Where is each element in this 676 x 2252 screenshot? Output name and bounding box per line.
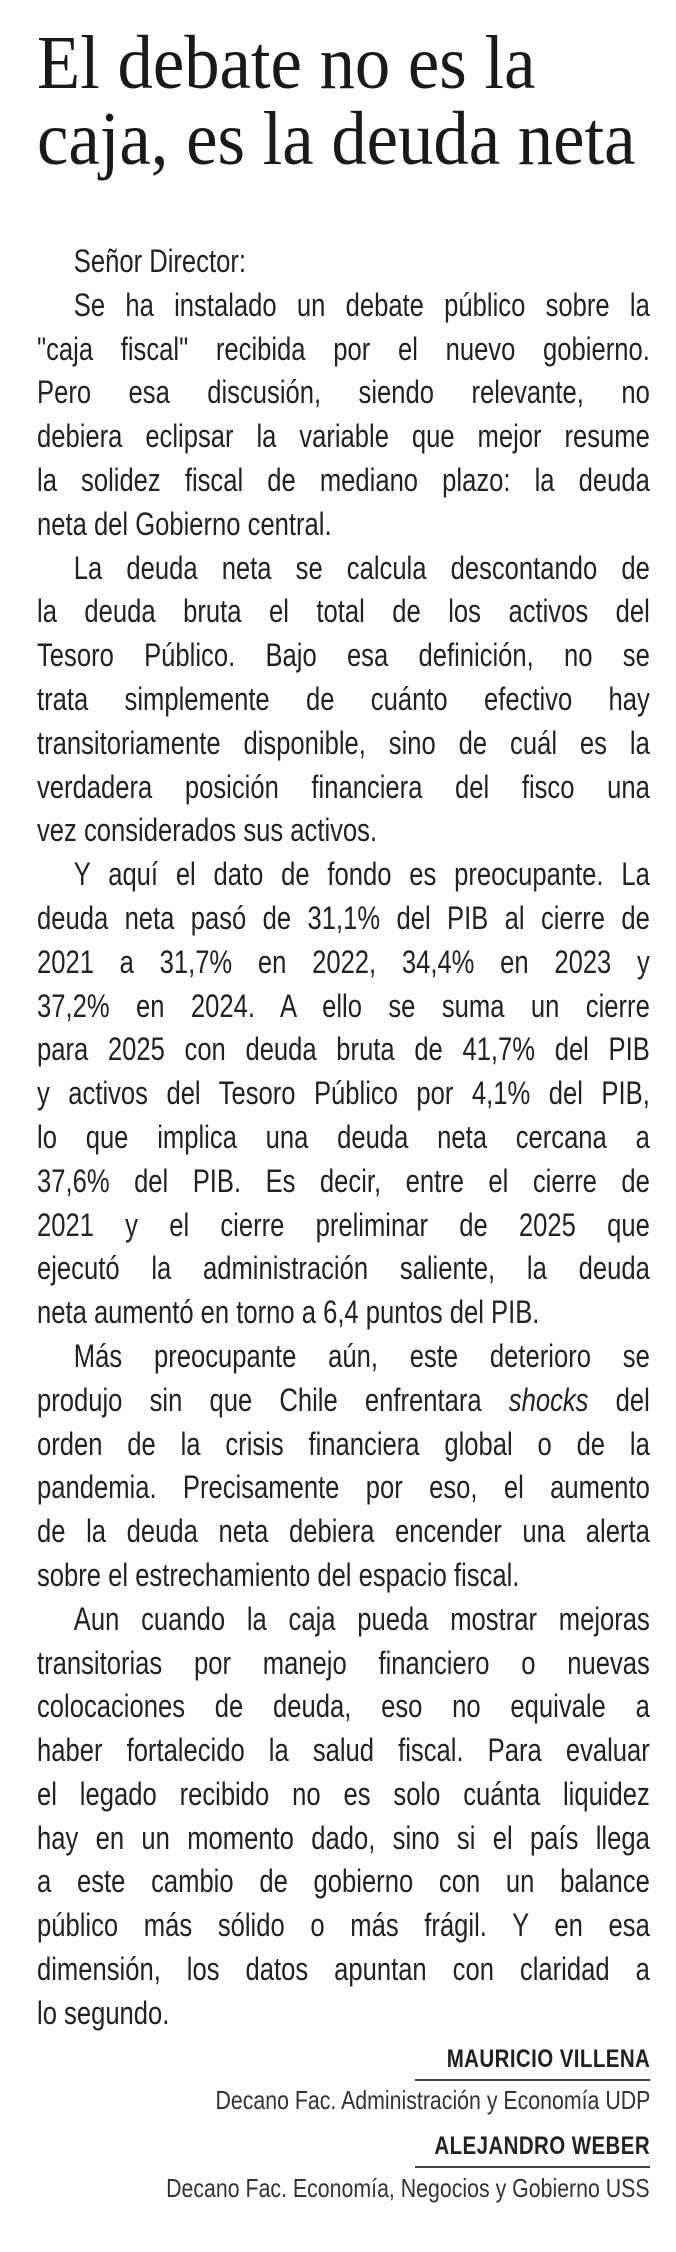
text-segment: lo segundo. — [37, 1994, 170, 2031]
italic-text: shocks — [508, 1381, 589, 1418]
text-segment: a este cambio de gobierno con un balance — [37, 1863, 650, 1900]
paragraph-line: neta aumentó en torno a 6,4 puntos del P… — [37, 1291, 650, 1335]
paragraph-line: a este cambio de gobierno con un balance — [37, 1860, 650, 1904]
text-segment: vez considerados sus activos. — [37, 812, 378, 849]
text-segment: neta aumentó en torno a 6,4 puntos del P… — [37, 1294, 540, 1331]
paragraph-line: y activos del Tesoro Público por 4,1% de… — [37, 1072, 650, 1116]
text-segment: ejecutó la administración saliente, la d… — [37, 1250, 650, 1287]
signature-name: ALEJANDRO WEBER — [434, 2132, 650, 2160]
paragraph-line: transitorias por manejo financiero o nue… — [37, 1642, 650, 1686]
paragraph-line: verdadera posición financiera del fisco … — [37, 766, 650, 810]
text-segment: del — [588, 1381, 650, 1418]
text-segment: sobre el estrechamiento del espacio fisc… — [37, 1556, 520, 1593]
text-segment: Más preocupante aún, este deterioro se — [73, 1337, 650, 1374]
paragraph-line: transitoriamente disponible, sino de cuá… — [37, 722, 650, 766]
signature-divider — [415, 2166, 650, 2168]
text-segment: lo que implica una deuda neta cercana a — [37, 1118, 650, 1155]
paragraph-line: Más preocupante aún, este deterioro se — [37, 1335, 650, 1379]
paragraph-line: deuda neta pasó de 31,1% del PIB al cier… — [37, 897, 650, 941]
paragraph-line: Y aquí el dato de fondo es preocupante. … — [37, 853, 650, 897]
text-segment: de la deuda neta debiera encender una al… — [37, 1513, 650, 1550]
text-segment: pandemia. Precisamente por eso, el aumen… — [37, 1469, 650, 1506]
paragraph-line: lo que implica una deuda neta cercana a — [37, 1116, 650, 1160]
signature-divider — [415, 2079, 650, 2081]
headline-line: caja, es la deuda neta — [37, 97, 636, 181]
paragraph-line: haber fortalecido la salud fiscal. Para … — [37, 1729, 650, 1773]
text-segment: Señor Director: — [73, 243, 246, 279]
paragraph-line: Tesoro Público. Bajo esa definición, no … — [37, 634, 650, 678]
paragraph-line: la deuda bruta el total de los activos d… — [37, 590, 650, 634]
paragraph-line: colocaciones de deuda, eso no equivale a — [37, 1685, 650, 1729]
paragraph-line: Aun cuando la caja pueda mostrar mejoras — [37, 1598, 650, 1642]
text-segment: 2021 y el cierre preliminar de 2025 que — [37, 1206, 650, 1243]
headline: El debate no es la caja, es la deuda net… — [37, 25, 635, 177]
signature-role: Decano Fac. Economía, Negocios y Gobiern… — [166, 2173, 650, 2203]
text-segment: el legado recibido no es solo cuánta liq… — [37, 1775, 650, 1812]
paragraph-line: el legado recibido no es solo cuánta liq… — [37, 1773, 650, 1817]
paragraph-line: público más sólido o más frágil. Y en es… — [37, 1904, 650, 1948]
paragraph-line: orden de la crisis financiera global o d… — [37, 1423, 650, 1467]
text-segment: para 2025 con deuda bruta de 41,7% del P… — [37, 1031, 650, 1068]
paragraph-line: dimensión, los datos apuntan con clarida… — [37, 1948, 650, 1992]
text-segment: haber fortalecido la salud fiscal. Para … — [37, 1732, 650, 1769]
text-segment: deuda neta pasó de 31,1% del PIB al cier… — [37, 899, 650, 936]
text-segment: Tesoro Público. Bajo esa definición, no … — [37, 637, 650, 674]
text-segment: público más sólido o más frágil. Y en es… — [37, 1907, 650, 1944]
paragraph-line: de la deuda neta debiera encender una al… — [37, 1510, 650, 1554]
text-segment: 37,2% en 2024. A ello se suma un cierre — [37, 987, 650, 1024]
paragraph-line: "caja fiscal" recibida por el nuevo gobi… — [37, 328, 650, 372]
text-segment: debiera eclipsar la variable que mejor r… — [37, 418, 650, 455]
paragraph-line: pandemia. Precisamente por eso, el aumen… — [37, 1466, 650, 1510]
paragraph-line: neta del Gobierno central. — [37, 503, 650, 547]
text-segment: transitoriamente disponible, sino de cuá… — [37, 724, 650, 761]
text-segment: 37,6% del PIB. Es decir, entre el cierre… — [37, 1162, 650, 1199]
text-segment: "caja fiscal" recibida por el nuevo gobi… — [37, 330, 650, 367]
text-segment: transitorias por manejo financiero o nue… — [37, 1644, 650, 1681]
paragraph-line: La deuda neta se calcula descontando de — [37, 547, 650, 591]
text-segment: trata simplemente de cuánto efectivo hay — [37, 680, 650, 717]
paragraph-line: 2021 y el cierre preliminar de 2025 que — [37, 1204, 650, 1248]
signature-role: Decano Fac. Administración y Economía UD… — [215, 2085, 650, 2115]
letter-body: Señor Director: Se ha instalado un debate… — [37, 240, 650, 2036]
paragraph-line: sobre el estrechamiento del espacio fisc… — [37, 1554, 650, 1598]
paragraph-line: vez considerados sus activos. — [37, 809, 650, 853]
text-segment: y activos del Tesoro Público por 4,1% de… — [37, 1075, 650, 1112]
paragraph-line: 37,2% en 2024. A ello se suma un cierre — [37, 985, 650, 1029]
paragraph-line: 37,6% del PIB. Es decir, entre el cierre… — [37, 1160, 650, 1204]
paragraph-line: para 2025 con deuda bruta de 41,7% del P… — [37, 1028, 650, 1072]
paragraph-line: la solidez fiscal de mediano plazo: la d… — [37, 459, 650, 503]
paragraph-line: trata simplemente de cuánto efectivo hay — [37, 678, 650, 722]
text-segment: la solidez fiscal de mediano plazo: la d… — [37, 461, 650, 498]
paragraph-line: debiera eclipsar la variable que mejor r… — [37, 415, 650, 459]
paragraph-line: hay en un momento dado, sino si el país … — [37, 1817, 650, 1861]
paragraph-line: ejecutó la administración saliente, la d… — [37, 1247, 650, 1291]
text-segment: colocaciones de deuda, eso no equivale a — [37, 1688, 650, 1725]
paragraph-line: Se ha instalado un debate público sobre … — [37, 284, 650, 328]
text-segment: verdadera posición financiera del fisco … — [37, 768, 650, 805]
text-segment: dimensión, los datos apuntan con clarida… — [37, 1951, 650, 1988]
text-segment: hay en un momento dado, sino si el país … — [37, 1819, 650, 1856]
headline-line: El debate no es la — [37, 21, 536, 105]
paragraph-line: lo segundo. — [37, 1992, 650, 2036]
paragraph-line: produjo sin que Chile enfrentara shocks … — [37, 1379, 650, 1423]
text-segment: neta del Gobierno central. — [37, 505, 332, 542]
text-segment: Aun cuando la caja pueda mostrar mejoras — [73, 1600, 650, 1637]
text-segment: La deuda neta se calcula descontando de — [73, 549, 650, 586]
text-segment: la deuda bruta el total de los activos d… — [37, 593, 650, 630]
text-segment: Se ha instalado un debate público sobre … — [73, 286, 650, 323]
signature-name: MAURICIO VILLENA — [446, 2045, 650, 2073]
paragraph-line: 2021 a 31,7% en 2022, 34,4% en 2023 y — [37, 941, 650, 985]
text-segment: produjo sin que Chile enfrentara — [37, 1381, 509, 1418]
paragraph-line: Pero esa discusión, siendo relevante, no — [37, 371, 650, 415]
text-segment: 2021 a 31,7% en 2022, 34,4% en 2023 y — [37, 943, 650, 980]
text-segment: Y aquí el dato de fondo es preocupante. … — [73, 856, 650, 893]
paragraph-line: Señor Director: — [37, 240, 650, 284]
text-segment: orden de la crisis financiera global o d… — [37, 1425, 650, 1462]
text-segment: Pero esa discusión, siendo relevante, no — [37, 374, 650, 411]
